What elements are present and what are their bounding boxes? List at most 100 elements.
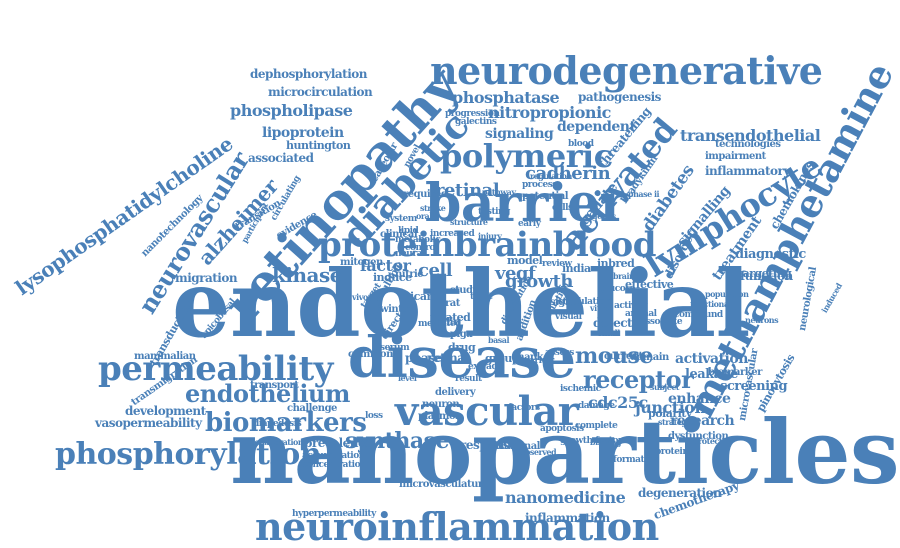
cloud-word: growth factor: [560, 436, 623, 446]
cloud-word: stimulation: [558, 297, 611, 307]
cloud-word: technologies: [715, 139, 781, 150]
cloud-word: serum: [380, 343, 410, 353]
cloud-word: phosphatase: [452, 88, 560, 107]
cloud-word: research: [670, 413, 735, 429]
cloud-word: protect: [693, 436, 723, 446]
cloud-word: drug: [448, 341, 476, 354]
cloud-word: damage: [578, 401, 615, 411]
cloud-word: transendothelial: [680, 126, 821, 145]
cloud-word: vascular: [395, 388, 579, 435]
cloud-word: domain: [630, 352, 669, 363]
cloud-word: lipoprotein: [262, 125, 344, 141]
cloud-word: endothelial: [172, 250, 751, 358]
cloud-word: microvasculature: [399, 479, 489, 490]
cloud-word: neural: [395, 249, 425, 259]
cloud-word: endothelium: [185, 379, 350, 408]
cloud-word: targeting: [738, 267, 792, 280]
cloud-word: early: [518, 219, 541, 229]
cloud-word: subject: [650, 382, 679, 392]
cloud-word: retinal: [435, 180, 500, 201]
cloud-word: required: [403, 189, 448, 200]
cloud-word: cdc25c: [588, 393, 648, 412]
cloud-word: permeability: [98, 349, 333, 389]
cloud-word: loss: [365, 411, 383, 421]
cloud-word: neurons: [745, 315, 779, 325]
cloud-word: proteinbrainblood: [318, 225, 657, 265]
cloud-word: functional: [690, 299, 732, 309]
cloud-word: inbred: [597, 257, 635, 270]
cloud-word: galectins: [455, 117, 497, 127]
cloud-word: barrier: [425, 173, 627, 234]
cloud-word: related: [430, 311, 471, 324]
cloud-word: plga: [450, 329, 473, 340]
cloud-word: cell: [418, 260, 453, 281]
cloud-word: nanomedicine: [505, 488, 626, 507]
cloud-word: system: [385, 214, 417, 224]
cloud-word: inflammatory: [705, 164, 790, 178]
cloud-word: induced: [819, 281, 844, 315]
cloud-word: biomarkers: [205, 408, 367, 438]
cloud-word: nitropropionic: [488, 103, 611, 122]
cloud-word: growth: [505, 271, 573, 292]
cloud-word: disease: [348, 325, 576, 391]
cloud-word: current: [604, 351, 643, 362]
cloud-word: testing: [478, 207, 510, 217]
cloud-word: mouse: [575, 343, 653, 369]
cloud-word: vivo: [352, 292, 368, 302]
cloud-word: increased: [430, 229, 475, 239]
cloud-word: huntington: [286, 139, 351, 152]
cloud-word: small: [598, 328, 620, 338]
cloud-word: rat: [445, 298, 460, 309]
cloud-word: study: [450, 285, 478, 296]
cloud-word: cells: [552, 203, 573, 213]
cloud-word: induce: [373, 271, 412, 284]
cloud-word: signaling: [485, 126, 554, 142]
cloud-word: stroke: [420, 203, 446, 213]
cloud-word: nitric: [395, 269, 423, 280]
cloud-word: vitro: [590, 303, 609, 313]
cloud-word: metabolic: [395, 235, 441, 245]
cloud-word: kinase: [272, 263, 342, 287]
cloud-word: neurological: [797, 266, 820, 332]
cloud-word: mitogen: [340, 257, 383, 268]
cloud-word: diapedesis: [253, 419, 302, 429]
cloud-word: india: [562, 262, 591, 275]
cloud-word: oral: [416, 211, 432, 221]
cloud-word: diagnostic: [735, 247, 806, 262]
cloud-word: signal: [550, 297, 581, 308]
cloud-word: animal: [625, 309, 657, 319]
cloud-word: delivery: [435, 387, 476, 398]
cloud-word: pathogenesis: [578, 90, 661, 104]
cloud-word: strategies: [658, 417, 698, 427]
cloud-word: dephosphorylation: [250, 67, 367, 81]
cloud-word: plasmon: [418, 411, 462, 422]
cloud-word: neurodegenerative: [430, 48, 823, 93]
cloud-word: accumulation: [302, 451, 365, 461]
cloud-word: level: [398, 373, 417, 383]
cloud-word: common: [348, 349, 393, 360]
cloud-word: review: [542, 259, 572, 269]
cloud-word: winter: [380, 304, 413, 315]
cloud-word: formation: [613, 455, 659, 465]
cloud-word: vasopermeability: [95, 416, 202, 430]
cloud-word: pathway: [482, 187, 516, 197]
cloud-word: model: [507, 254, 543, 267]
cloud-word: microcirculation: [268, 85, 373, 99]
cloud-word: development: [125, 404, 206, 418]
cloud-word: result: [455, 374, 482, 384]
cloud-word: transport: [250, 380, 299, 391]
cloud-word: mammalian: [134, 351, 196, 362]
cloud-word: icam: [410, 290, 438, 303]
cloud-word: binding: [590, 437, 622, 447]
cloud-word: receptor: [583, 365, 694, 394]
cloud-word: tight: [470, 292, 493, 302]
cloud-word: clinical: [380, 229, 418, 240]
cloud-word: phospholipase: [230, 101, 353, 120]
cloud-word: impairment: [705, 151, 766, 162]
cloud-word: marker: [520, 356, 554, 366]
cloud-word: observed: [520, 447, 557, 457]
cloud-word: nanoparticles: [230, 400, 899, 504]
cloud-word: neuroinflammation: [255, 504, 659, 548]
cloud-word: ischemic: [560, 384, 601, 394]
